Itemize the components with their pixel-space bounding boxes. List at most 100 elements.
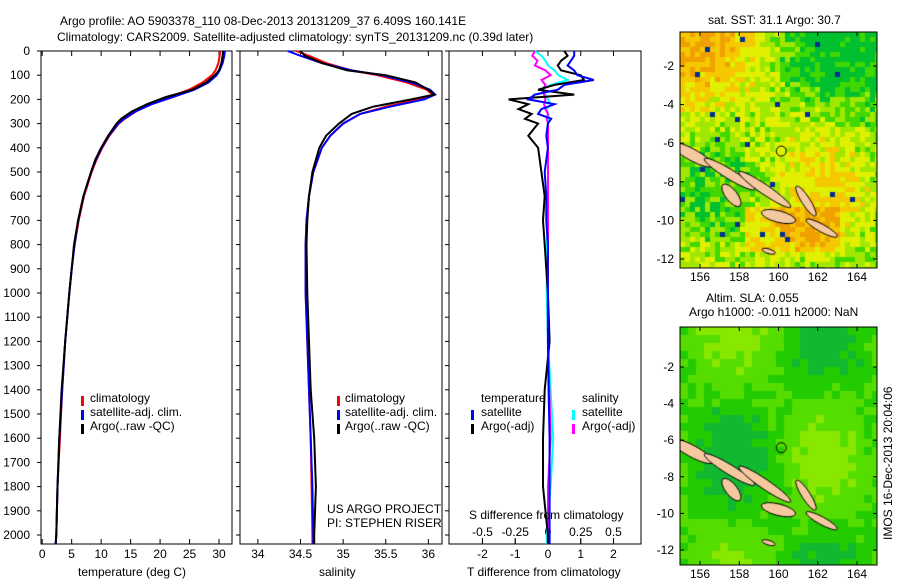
legend-swatch bbox=[572, 410, 575, 420]
legend-swatch bbox=[81, 396, 84, 406]
x-tick-label: -1 bbox=[510, 547, 521, 561]
y-tick-label: 0 bbox=[23, 44, 30, 58]
y-tick-label: 700 bbox=[10, 213, 30, 227]
map2-frame bbox=[679, 326, 878, 566]
x-tick-label: 34 bbox=[251, 547, 265, 561]
legend-swatch bbox=[471, 424, 474, 434]
sal-legend-sat: satellite-adj. clim. bbox=[345, 405, 438, 419]
x-tick-label: 15 bbox=[124, 547, 138, 561]
legend-swatch bbox=[337, 396, 340, 406]
map-x-tick-label: 156 bbox=[690, 567, 710, 580]
diff-legend-sal-sat: satellite bbox=[582, 405, 623, 419]
y-tick-label: 200 bbox=[10, 92, 30, 106]
map-y-tick-label: -8 bbox=[663, 175, 674, 189]
diff-xlabel: T difference from climatology bbox=[467, 565, 621, 579]
map-x-tick-label: 156 bbox=[690, 270, 710, 284]
legend-swatch bbox=[81, 424, 84, 434]
map-y-tick-label: -2 bbox=[663, 59, 674, 73]
diff-x2label: S difference from climatology bbox=[469, 508, 624, 522]
y-tick-label: 600 bbox=[10, 189, 30, 203]
x-tick-label: 34.5 bbox=[289, 547, 313, 561]
y-tick-label: 1100 bbox=[4, 310, 30, 324]
map-x-tick-label: 158 bbox=[729, 567, 749, 580]
title-line-2: Climatology: CARS2009. Satellite-adjuste… bbox=[57, 30, 534, 44]
map-y-tick-label: -6 bbox=[663, 433, 674, 447]
y-tick-label: 1500 bbox=[3, 407, 30, 421]
map-y-tick-label: -12 bbox=[657, 543, 675, 557]
diff-legend-temp-argo: Argo(-adj) bbox=[481, 419, 535, 433]
panel-frame-2 bbox=[448, 50, 642, 545]
y-tick-label: 1300 bbox=[3, 359, 30, 373]
diff-legend-sal-header: salinity bbox=[582, 391, 619, 405]
map-y-tick-label: -2 bbox=[663, 360, 674, 374]
diff-legend-sal-argo: Argo(-adj) bbox=[582, 419, 636, 433]
map-y-tick-label: -8 bbox=[663, 470, 674, 484]
legend-swatch bbox=[337, 424, 340, 434]
imos-timestamp: IMOS 16-Dec-2013 20:04:06 bbox=[881, 386, 895, 540]
temp-xlabel: temperature (deg C) bbox=[78, 565, 187, 579]
x2-tick-label: -0.25 bbox=[502, 525, 530, 539]
map-y-tick-label: -10 bbox=[657, 213, 675, 227]
legend-swatch bbox=[471, 410, 474, 420]
temp-legend-argo: Argo(..raw -QC) bbox=[90, 419, 175, 433]
x-tick-label: 10 bbox=[94, 547, 108, 561]
sal-xlabel: salinity bbox=[319, 565, 356, 579]
x-tick-label: 35.5 bbox=[374, 547, 398, 561]
map-y-tick-label: -4 bbox=[663, 98, 674, 112]
x-tick-label: 20 bbox=[153, 547, 167, 561]
profile-line-satellite-adj--clim- bbox=[287, 50, 437, 544]
sst-map-title: sat. SST: 31.1 Argo: 30.7 bbox=[708, 13, 841, 27]
y-tick-label: 1000 bbox=[3, 286, 30, 300]
legend-swatch bbox=[337, 410, 340, 420]
map-y-tick-label: -12 bbox=[657, 252, 675, 266]
map-x-tick-label: 160 bbox=[768, 567, 788, 580]
map-y-tick-label: -10 bbox=[657, 506, 675, 520]
sst-map bbox=[680, 32, 877, 268]
profile-line-satellite-adj--clim- bbox=[54, 50, 226, 545]
profile-line-argo---raw--qc- bbox=[299, 50, 437, 544]
x2-tick-label: -0.5 bbox=[472, 525, 493, 539]
diff-legend-temp-sat: satellite bbox=[481, 405, 522, 419]
x-tick-label: 30 bbox=[212, 547, 226, 561]
y-tick-label: 1700 bbox=[3, 455, 30, 469]
map-y-tick-label: -4 bbox=[663, 397, 674, 411]
sla-map-title: Altim. SLA: 0.055 bbox=[706, 291, 799, 305]
profile-line-argo---raw--qc- bbox=[54, 50, 225, 545]
y-tick-label: 400 bbox=[10, 141, 30, 155]
x-tick-label: 0 bbox=[39, 547, 46, 561]
temperature-satellite-diff-line bbox=[525, 51, 595, 544]
sla-map-subtitle: Argo h1000: -0.011 h2000: NaN bbox=[689, 305, 859, 319]
map-x-tick-label: 164 bbox=[847, 270, 867, 284]
profile-line-climatology bbox=[295, 50, 435, 544]
sal-legend-argo: Argo(..raw -QC) bbox=[345, 419, 430, 433]
x-tick-label: -2 bbox=[477, 547, 488, 561]
panel-frame-1 bbox=[239, 50, 443, 545]
title-line-1: Argo profile: AO 5903378_110 08-Dec-2013… bbox=[60, 14, 467, 28]
diff-legend-temp-header: temperature bbox=[481, 391, 546, 405]
map-x-tick-label: 164 bbox=[847, 567, 867, 580]
profile-line-climatology bbox=[54, 50, 222, 545]
sal-legend-clim: climatology bbox=[345, 391, 406, 405]
y-tick-label: 1400 bbox=[3, 383, 30, 397]
y-tick-label: 1800 bbox=[3, 480, 30, 494]
sla-map bbox=[680, 327, 877, 565]
y-tick-label: 900 bbox=[10, 262, 30, 276]
x-tick-label: 35 bbox=[336, 547, 350, 561]
y-tick-label: 100 bbox=[10, 68, 30, 82]
x-tick-label: 5 bbox=[68, 547, 75, 561]
map-x-tick-label: 162 bbox=[808, 270, 828, 284]
y-tick-label: 1600 bbox=[3, 431, 30, 445]
legend-swatch bbox=[81, 410, 84, 420]
x-tick-label: 0 bbox=[545, 547, 552, 561]
project-label: US ARGO PROJECT bbox=[327, 502, 442, 516]
map-x-tick-label: 162 bbox=[808, 567, 828, 580]
x2-tick-label: 0.25 bbox=[569, 525, 593, 539]
map1-frame bbox=[679, 31, 878, 269]
temp-legend-clim: climatology bbox=[90, 391, 151, 405]
x-tick-label: 25 bbox=[183, 547, 197, 561]
map-x-tick-label: 158 bbox=[729, 270, 749, 284]
x-tick-label: 2 bbox=[610, 547, 617, 561]
y-tick-label: 2000 bbox=[3, 528, 30, 542]
y-tick-label: 500 bbox=[10, 165, 30, 179]
